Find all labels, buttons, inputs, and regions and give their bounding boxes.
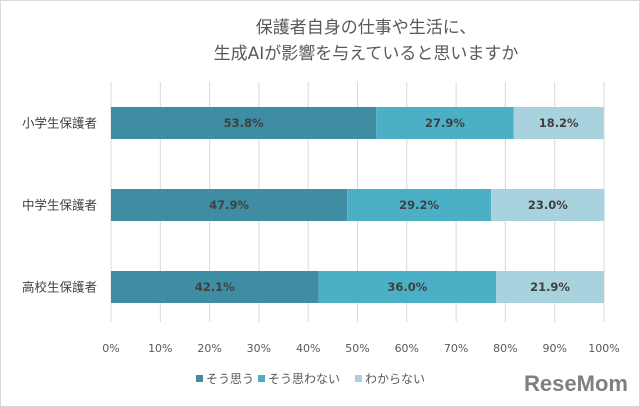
x-tick-label: 20%	[197, 342, 221, 355]
chart-title-line-1: 保護者自身の仕事や生活に、	[256, 18, 477, 38]
x-tick-label: 70%	[444, 342, 468, 355]
bar-segment	[376, 107, 514, 139]
legend-swatch	[258, 375, 265, 382]
x-tick-label: 90%	[542, 342, 566, 355]
x-tick-label: 80%	[493, 342, 517, 355]
data-label: 53.8%	[224, 116, 264, 130]
legend-label: わからない	[365, 372, 425, 386]
legend-swatch	[196, 375, 203, 382]
x-tick-label: 60%	[395, 342, 419, 355]
bar-segment	[513, 107, 604, 139]
bar-segment	[111, 189, 348, 221]
legend-swatch	[355, 375, 362, 382]
bar-segment	[111, 271, 319, 303]
x-tick-label: 40%	[296, 342, 320, 355]
category-label: 高校生保護者	[22, 280, 97, 295]
x-tick-label: 30%	[247, 342, 271, 355]
chart-title-line-2: 生成AIが影響を与えていると思いますか	[214, 44, 519, 64]
bar-segment	[491, 189, 605, 221]
category-label: 中学生保護者	[22, 198, 97, 213]
bar-segment	[318, 271, 497, 303]
legend-label: そう思う	[206, 372, 254, 386]
category-label: 小学生保護者	[22, 116, 97, 131]
legend-label: そう思わない	[268, 372, 340, 386]
x-tick-label: 50%	[345, 342, 369, 355]
resemom-logo: ReseMom	[524, 371, 628, 396]
data-label: 23.0%	[528, 198, 568, 212]
bar-segment	[347, 189, 492, 221]
data-label: 27.9%	[425, 116, 465, 130]
data-label: 21.9%	[530, 280, 570, 294]
data-label: 18.2%	[539, 116, 579, 130]
data-label: 42.1%	[195, 280, 235, 294]
x-tick-label: 0%	[102, 342, 119, 355]
x-tick-label: 100%	[588, 342, 619, 355]
data-label: 36.0%	[387, 280, 427, 294]
data-label: 29.2%	[399, 198, 439, 212]
bar-segment	[496, 271, 604, 303]
bar-segment	[111, 107, 377, 139]
data-label: 47.9%	[209, 198, 249, 212]
x-tick-label: 10%	[148, 342, 172, 355]
